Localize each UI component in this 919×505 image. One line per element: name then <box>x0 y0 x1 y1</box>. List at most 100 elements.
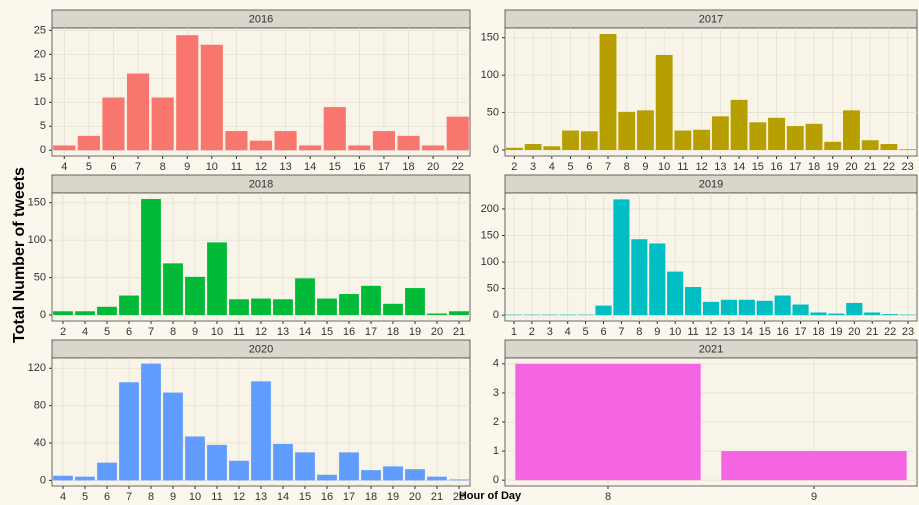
x-tick-label: 4 <box>565 326 571 338</box>
bar <box>383 303 403 316</box>
x-tick-label: 14 <box>277 491 289 503</box>
y-tick-label: 150 <box>28 197 46 209</box>
y-tick-label: 100 <box>28 234 46 246</box>
bar <box>577 314 594 316</box>
bar <box>323 107 346 151</box>
bar <box>721 451 907 481</box>
x-tick-label: 8 <box>160 161 166 173</box>
bar <box>613 199 630 316</box>
x-tick-label: 2 <box>511 161 517 173</box>
x-tick-label: 9 <box>642 161 648 173</box>
x-tick-label: 9 <box>654 326 660 338</box>
x-tick-label: 18 <box>365 491 377 503</box>
bar <box>97 306 117 316</box>
x-tick-label: 7 <box>148 326 154 338</box>
bar <box>273 299 293 316</box>
x-tick-label: 18 <box>402 161 414 173</box>
x-tick-label: 2 <box>529 326 535 338</box>
bar <box>562 130 579 151</box>
x-tick-label: 15 <box>752 161 764 173</box>
x-tick-label: 10 <box>206 161 218 173</box>
bar <box>295 278 315 316</box>
x-tick-label: 15 <box>329 161 341 173</box>
x-tick-label: 2 <box>60 326 66 338</box>
bar <box>595 305 612 316</box>
x-tick-label: 14 <box>733 161 745 173</box>
bar <box>505 147 523 151</box>
x-tick-label: 5 <box>82 491 88 503</box>
bar <box>523 314 540 316</box>
panel-title: 2020 <box>249 343 273 355</box>
bar <box>163 392 183 481</box>
bar <box>702 301 720 316</box>
bar <box>229 460 249 481</box>
x-tick-label: 6 <box>586 161 592 173</box>
bar <box>383 466 403 481</box>
bar <box>53 311 73 316</box>
x-tick-label: 9 <box>811 491 817 503</box>
panel-title: 2017 <box>699 13 723 25</box>
bar <box>524 144 542 151</box>
y-tick-label: 2 <box>493 416 499 428</box>
x-tick-label: 20 <box>845 161 857 173</box>
y-tick-label: 50 <box>34 271 46 283</box>
bar <box>119 382 139 481</box>
bar <box>273 443 293 481</box>
x-tick-label: 10 <box>669 326 681 338</box>
bar <box>693 129 711 151</box>
x-tick-label: 16 <box>321 491 333 503</box>
x-tick-label: 6 <box>126 326 132 338</box>
x-tick-label: 16 <box>777 326 789 338</box>
bar <box>200 44 223 151</box>
bar <box>543 146 561 151</box>
bar <box>229 299 249 316</box>
bar <box>449 479 469 481</box>
bar <box>339 452 359 481</box>
bar <box>899 314 917 316</box>
x-tick-label: 9 <box>184 161 190 173</box>
y-axis-title: Total Number of tweets <box>11 167 28 343</box>
y-tick-label: 1 <box>493 445 499 457</box>
x-tick-label: 7 <box>135 161 141 173</box>
bar <box>446 116 469 151</box>
x-tick-label: 17 <box>365 326 377 338</box>
bar <box>882 314 899 316</box>
x-tick-label: 20 <box>431 326 443 338</box>
bar <box>207 444 227 481</box>
bar <box>810 312 827 316</box>
y-tick-label: 20 <box>34 48 46 60</box>
bar <box>119 295 139 316</box>
bar <box>427 476 447 481</box>
bar <box>339 294 359 316</box>
bar <box>559 314 576 316</box>
bar <box>864 312 881 316</box>
x-tick-label: 15 <box>321 326 333 338</box>
bar <box>102 97 125 151</box>
y-tick-label: 5 <box>40 120 46 132</box>
x-tick-label: 12 <box>255 326 267 338</box>
x-tick-label: 5 <box>104 326 110 338</box>
bar <box>97 462 117 481</box>
panel-title: 2018 <box>249 178 273 190</box>
x-tick-label: 18 <box>812 326 824 338</box>
bar <box>141 363 161 481</box>
bar <box>861 140 879 151</box>
bar <box>674 130 692 151</box>
x-tick-label: 21 <box>864 161 876 173</box>
x-tick-label: 5 <box>583 326 589 338</box>
x-tick-label: 16 <box>353 161 365 173</box>
y-tick-label: 120 <box>28 362 46 374</box>
bar <box>163 263 183 316</box>
bar <box>899 149 917 151</box>
bar <box>711 116 729 151</box>
bar <box>427 313 447 316</box>
bar <box>225 131 248 151</box>
y-tick-label: 150 <box>481 32 499 44</box>
bar <box>786 126 804 151</box>
x-tick-label: 5 <box>567 161 573 173</box>
x-tick-label: 15 <box>299 491 311 503</box>
x-axis-title: Hour of Day <box>459 490 522 502</box>
x-tick-label: 14 <box>299 326 311 338</box>
x-tick-label: 8 <box>605 491 611 503</box>
